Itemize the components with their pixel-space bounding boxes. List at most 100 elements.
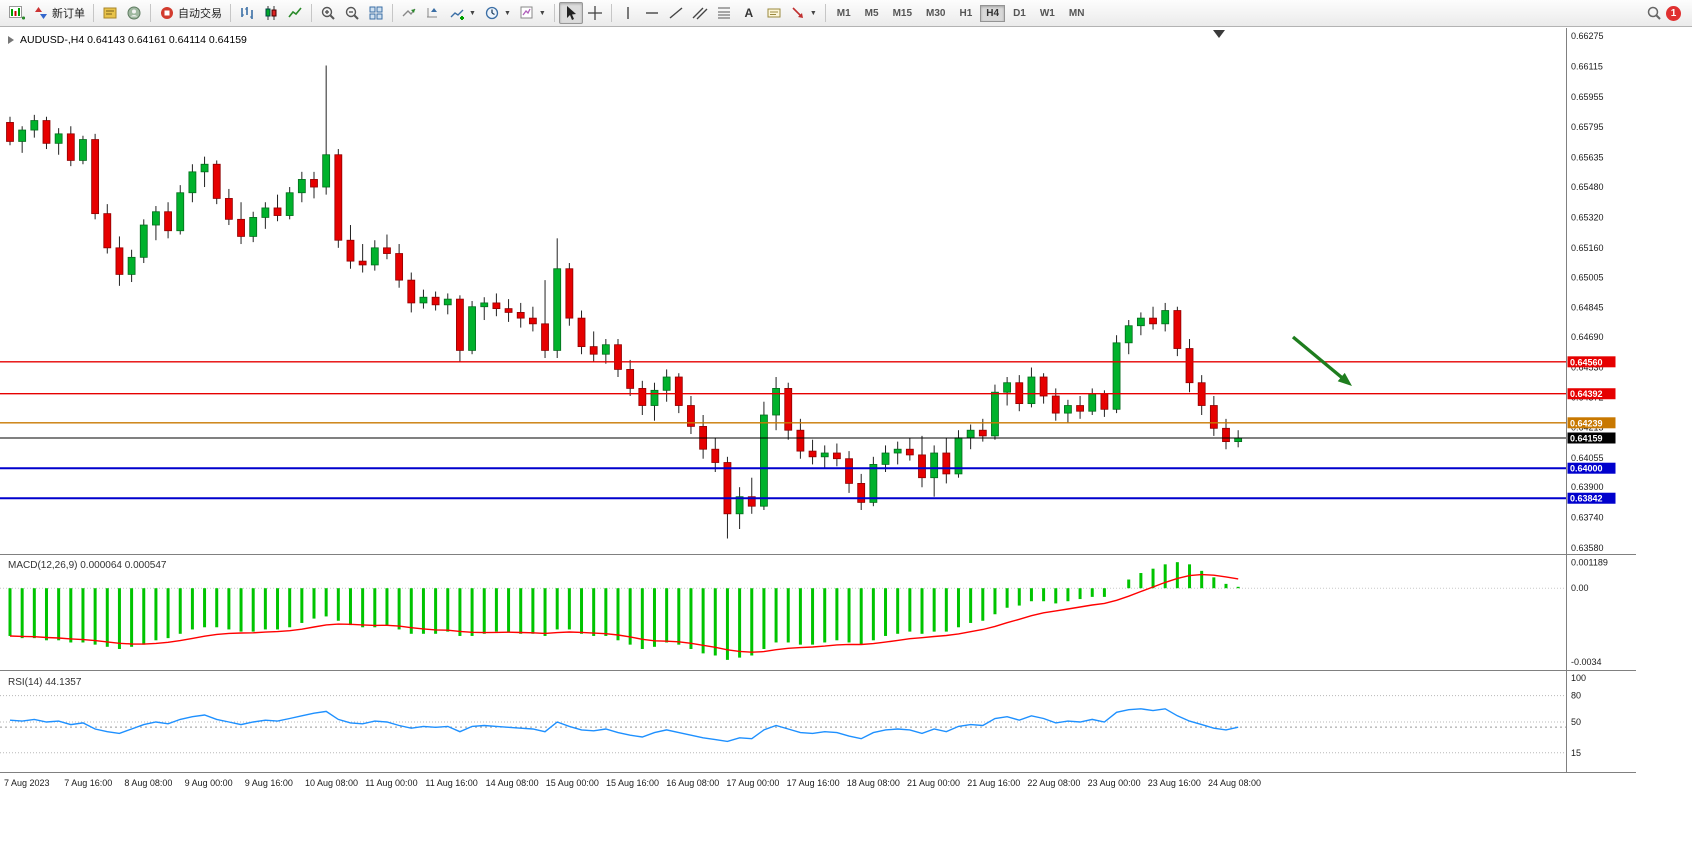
time-axis[interactable]: 7 Aug 2023 7 Aug 16:00 8 Aug 08:00 9 Aug 00… bbox=[4, 778, 1261, 788]
price-badge bbox=[1567, 432, 1616, 444]
candle-down bbox=[346, 239, 355, 262]
label-tool-button[interactable] bbox=[762, 2, 786, 24]
candle-down bbox=[273, 207, 282, 216]
one-click-trading-toggle[interactable] bbox=[8, 36, 14, 44]
time-axis-label: 21 Aug 16:00 bbox=[967, 778, 1020, 788]
timeframe-h1[interactable]: H1 bbox=[959, 7, 973, 19]
vertical-line-tool-button[interactable] bbox=[616, 2, 640, 24]
cursor-tool-button[interactable] bbox=[558, 2, 583, 24]
auto-trading-label: 自动交易 bbox=[178, 8, 222, 20]
auto-scroll-button[interactable] bbox=[397, 2, 421, 24]
auto-trading-button[interactable]: 自动交易 bbox=[155, 2, 226, 24]
indicators-icon bbox=[450, 9, 464, 20]
bar-chart-mode-button[interactable] bbox=[235, 2, 259, 24]
candle-down bbox=[1076, 405, 1084, 412]
price-badge-label: 0.64159 bbox=[1570, 434, 1603, 444]
candle-up bbox=[443, 298, 452, 306]
vertical-line-icon bbox=[627, 7, 629, 19]
timeframe-m15[interactable]: M15 bbox=[892, 7, 913, 19]
notification-badge[interactable]: 1 bbox=[1666, 5, 1681, 21]
price-axis-label: 0.66275 bbox=[1571, 31, 1604, 41]
candle-down bbox=[577, 317, 586, 348]
timeframe-w1[interactable]: W1 bbox=[1039, 7, 1055, 19]
zoom-in-button[interactable] bbox=[316, 2, 340, 24]
text-tool-button[interactable]: A bbox=[744, 6, 754, 20]
candle-down bbox=[1051, 395, 1060, 414]
dropdown-caret: ▼ bbox=[809, 9, 817, 17]
candle-up bbox=[285, 192, 294, 216]
toolbar-separator bbox=[553, 4, 555, 22]
timeframe-m5[interactable]: M5 bbox=[864, 7, 879, 19]
time-axis-label: 15 Aug 00:00 bbox=[546, 778, 599, 788]
time-axis-label: 21 Aug 00:00 bbox=[907, 778, 960, 788]
dropdown-caret: ▼ bbox=[538, 9, 546, 17]
channel-tool-button[interactable] bbox=[688, 2, 712, 24]
price-axis-label: 0.64845 bbox=[1571, 303, 1604, 313]
crosshair-tool-button[interactable] bbox=[583, 2, 607, 24]
price-axis-label: 0.65955 bbox=[1571, 92, 1604, 102]
candlestick-mode-button[interactable] bbox=[259, 2, 283, 24]
rsi-axis-label: 50 bbox=[1571, 717, 1581, 727]
horizontal-line-icon bbox=[645, 12, 658, 14]
candle-up bbox=[419, 296, 428, 304]
fibonacci-icon bbox=[717, 7, 730, 19]
candle-up bbox=[966, 429, 975, 439]
community-icon bbox=[127, 6, 141, 20]
candle-up bbox=[139, 224, 148, 258]
candle-up bbox=[772, 388, 780, 416]
price-axis[interactable]: 0.66275 0.66115 0.65955 0.65795 0.65635 0.654… bbox=[1571, 31, 1604, 553]
price-badges: 0.64560 0.64392 0.64239 0.64159 0.64000 0.638… bbox=[1567, 356, 1616, 504]
candle-up bbox=[1136, 317, 1145, 327]
price-badge-label: 0.63842 bbox=[1570, 494, 1603, 504]
templates-button[interactable]: ▼ bbox=[515, 2, 550, 24]
new-chart-button[interactable] bbox=[5, 2, 29, 24]
candle-down bbox=[857, 483, 866, 503]
annotation-arrow[interactable] bbox=[1291, 335, 1352, 386]
line-chart-mode-button[interactable] bbox=[283, 2, 307, 24]
new-order-button[interactable]: 新订单 bbox=[29, 2, 89, 24]
periods-button[interactable]: ▼ bbox=[480, 2, 515, 24]
chart-shift-marker[interactable] bbox=[1213, 30, 1225, 38]
timeframe-h4[interactable]: H4 bbox=[980, 4, 1006, 22]
price-axis-label: 0.65320 bbox=[1571, 212, 1604, 222]
timeframe-mn[interactable]: MN bbox=[1068, 7, 1085, 19]
price-axis-label: 0.63580 bbox=[1571, 543, 1604, 553]
shapes-tool-button[interactable]: ▼ bbox=[786, 2, 821, 24]
candle-down bbox=[431, 296, 440, 306]
tile-windows-button[interactable] bbox=[364, 2, 388, 24]
candle-down bbox=[383, 247, 391, 254]
horizontal-lines[interactable] bbox=[0, 361, 1566, 500]
fibonacci-tool-button[interactable] bbox=[712, 2, 736, 24]
candle-up bbox=[176, 192, 185, 232]
timeframe-m1[interactable]: M1 bbox=[836, 7, 851, 19]
metaeditor-button[interactable] bbox=[98, 2, 122, 24]
timeframe-m30[interactable]: M30 bbox=[926, 7, 946, 19]
price-axis-label: 0.65480 bbox=[1571, 182, 1604, 192]
community-button[interactable] bbox=[122, 2, 146, 24]
indicators-button[interactable]: ▼ bbox=[445, 2, 480, 24]
time-axis-label: 24 Aug 08:00 bbox=[1208, 778, 1261, 788]
price-axis-label: 0.64690 bbox=[1571, 332, 1604, 342]
cursor-icon bbox=[566, 6, 576, 20]
price-badge bbox=[1567, 417, 1616, 429]
search-button[interactable] bbox=[1642, 2, 1666, 24]
candle-up bbox=[1064, 405, 1072, 414]
zoom-out-button[interactable] bbox=[340, 2, 364, 24]
toolbar-separator bbox=[150, 4, 151, 22]
candle-up bbox=[370, 247, 379, 266]
candle-up bbox=[152, 211, 160, 226]
rsi-label: RSI(14) 44.1357 bbox=[8, 677, 82, 688]
candle-up bbox=[1003, 382, 1012, 393]
price-axis-label: 0.63900 bbox=[1571, 482, 1604, 492]
timeframe-d1[interactable]: D1 bbox=[1013, 7, 1026, 19]
price-axis-label: 0.64055 bbox=[1571, 453, 1604, 463]
horizontal-line-tool-button[interactable] bbox=[640, 2, 664, 24]
candle-up bbox=[200, 163, 209, 173]
chart-shift-button[interactable] bbox=[421, 2, 445, 24]
crosshair-icon bbox=[587, 6, 602, 20]
trendline-tool-button[interactable] bbox=[664, 2, 688, 24]
candle-down bbox=[1100, 393, 1109, 410]
candle-down bbox=[638, 388, 647, 406]
candlestick-icon bbox=[265, 6, 277, 20]
